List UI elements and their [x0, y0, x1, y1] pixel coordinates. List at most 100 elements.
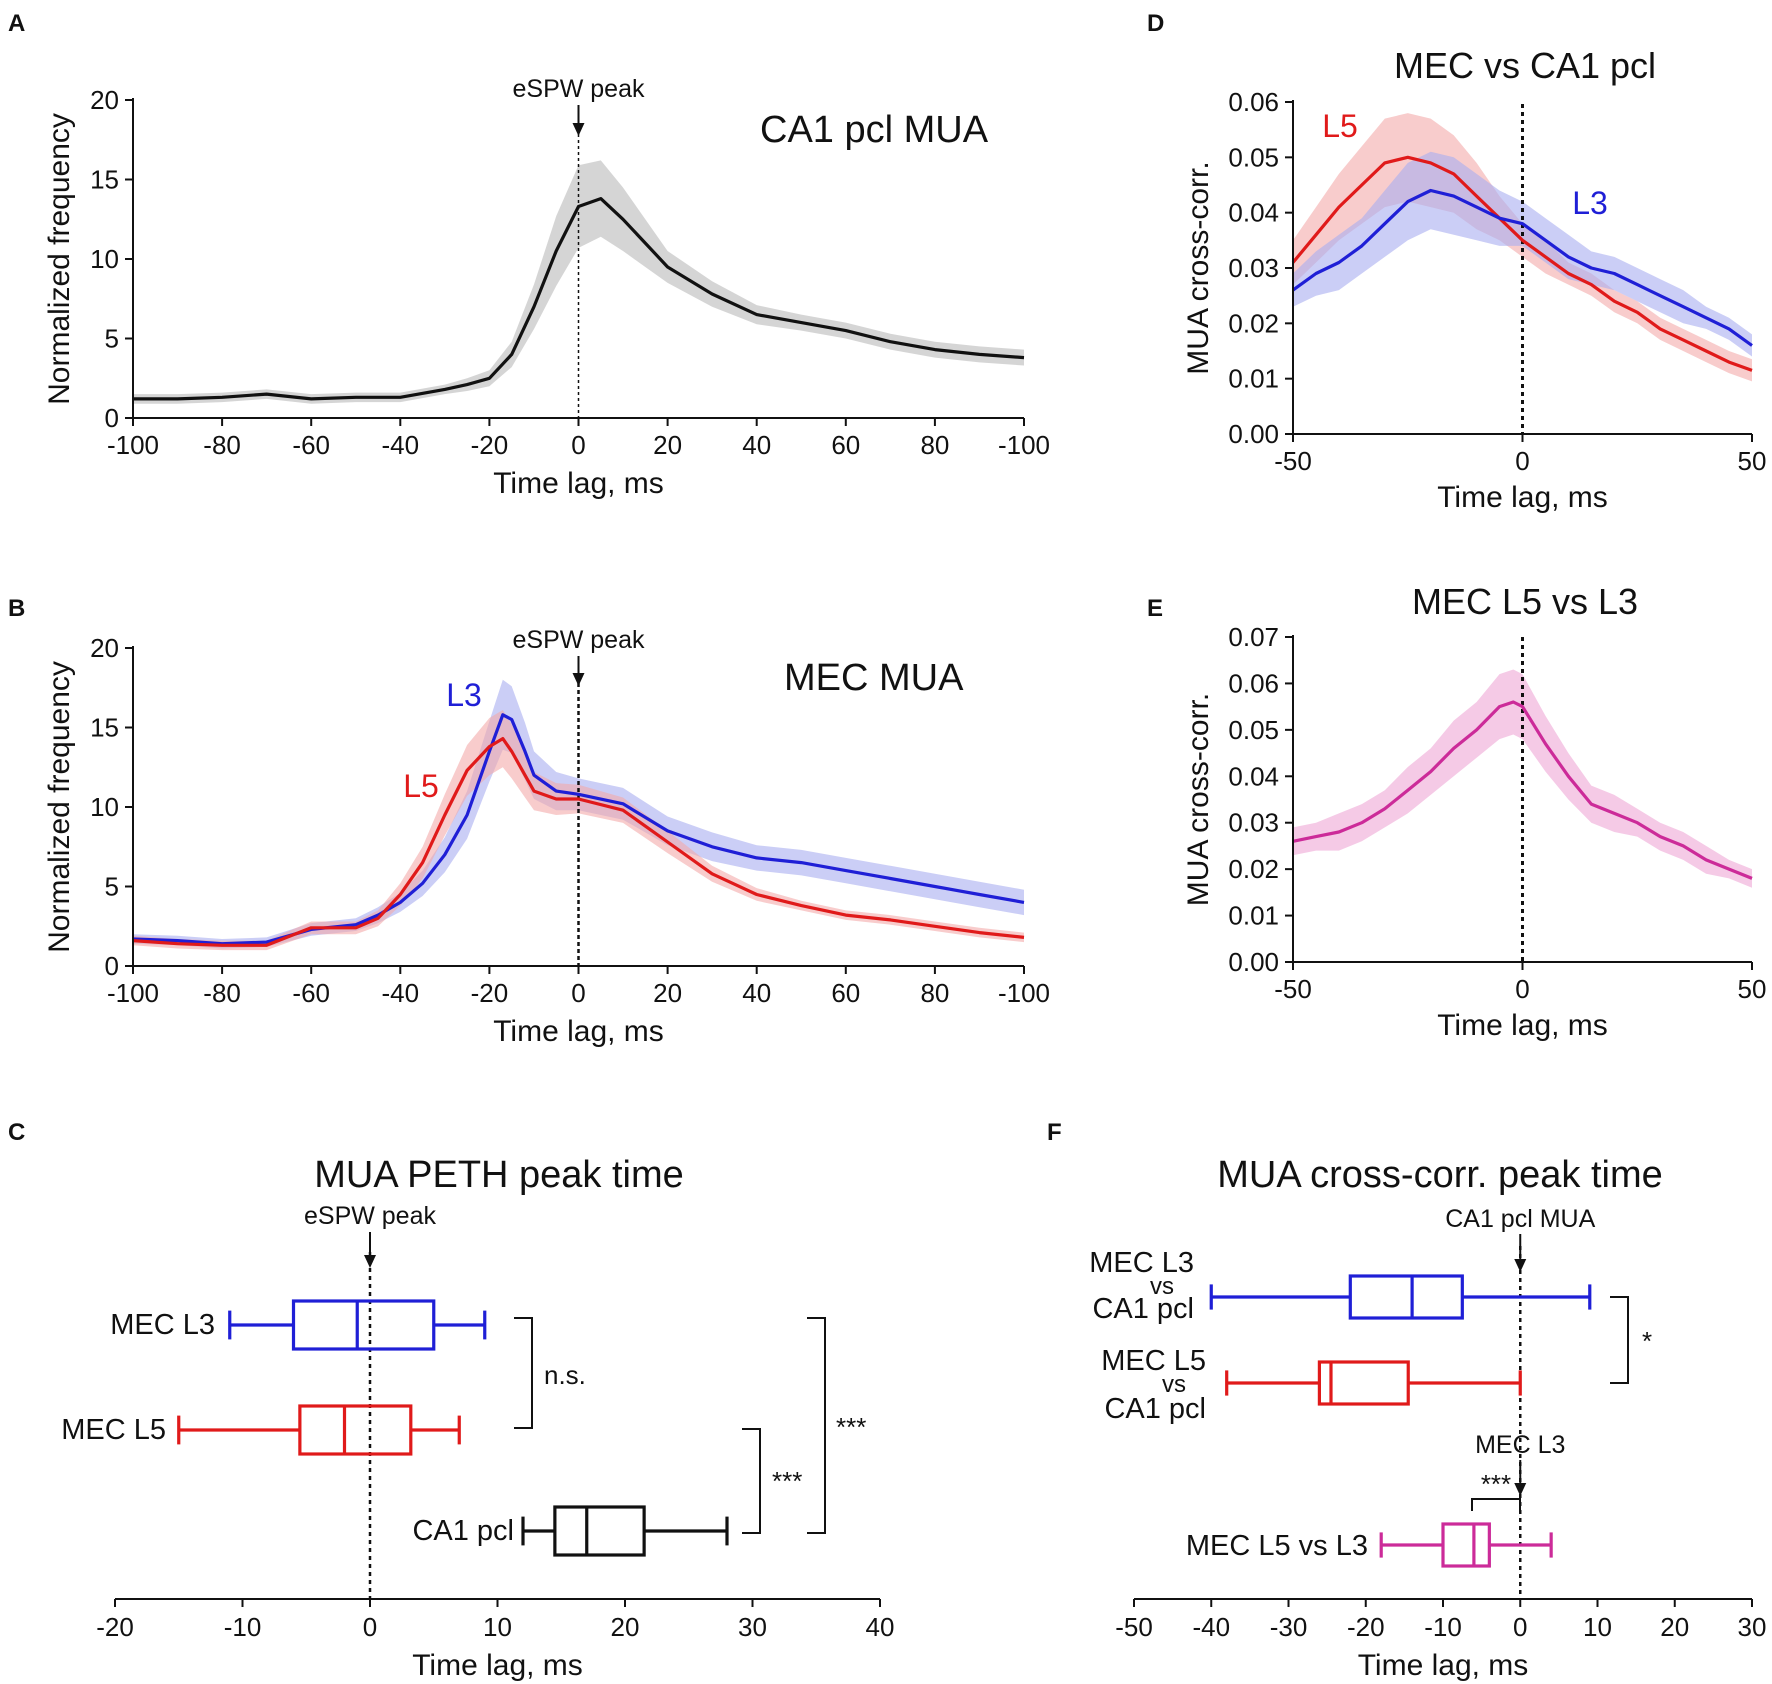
x-tick-label: -80 — [203, 978, 241, 1008]
x-tick-label: -30 — [1270, 1612, 1308, 1642]
x-tick-label: -40 — [382, 978, 420, 1008]
x-tick-label: -100 — [998, 430, 1050, 460]
x-tick-label: -60 — [292, 978, 330, 1008]
y-tick-label: 0.05 — [1228, 715, 1279, 745]
box-label: MEC L5 — [61, 1414, 166, 1446]
series-line-ca1-pcl — [133, 197, 1025, 401]
series-label-l5: L5 — [1322, 108, 1358, 144]
y-tick-label: 0.01 — [1228, 364, 1279, 394]
x-tick-label: -50 — [1274, 974, 1312, 1004]
panel-title: CA1 pcl MUA — [760, 109, 989, 151]
panel-letter: A — [8, 10, 25, 37]
box-label-line: MEC L3 — [1089, 1247, 1194, 1279]
x-tick-label: 10 — [1583, 1612, 1612, 1642]
espw-peak-label: eSPW peak — [512, 75, 645, 103]
x-tick-label: -100 — [998, 978, 1050, 1008]
x-axis-title: Time lag, ms — [493, 467, 664, 500]
significance-bracket — [807, 1317, 826, 1534]
x-tick-label: -10 — [224, 1612, 262, 1642]
x-tick-label: 0 — [571, 978, 585, 1008]
x-tick-label: -50 — [1115, 1612, 1153, 1642]
box-label-line: CA1 pcl — [1092, 1293, 1194, 1325]
x-tick-label: 0 — [363, 1612, 377, 1642]
x-tick-label: 20 — [653, 978, 682, 1008]
ca1-pcl-mua-arrow-head — [1514, 1259, 1527, 1272]
espw-peak-label: eSPW peak — [304, 1202, 437, 1230]
panel-a: A 0 5 10 15 20 -100 -80 -60 -40 -20 0 20 40 60 80 -100 Ti… — [8, 10, 1050, 500]
x-tick-label: 0 — [1515, 446, 1529, 476]
panel-d: D 0.00 0.01 0.02 0.03 0.04 0.05 0.06 -50 0 50 Time … — [1147, 10, 1766, 514]
box-label: MEC L3 — [110, 1309, 215, 1341]
x-axis-title: Time lag, ms — [1437, 481, 1608, 514]
significance-bracket — [1610, 1296, 1629, 1384]
y-tick-label: 0 — [105, 403, 119, 433]
y-tick-label: 10 — [90, 792, 119, 822]
panel-letter: C — [8, 1119, 25, 1146]
x-tick-label: -60 — [292, 430, 330, 460]
x-tick-label: 0 — [1513, 1612, 1527, 1642]
x-tick-label: 60 — [831, 430, 860, 460]
panel-f: F MUA cross-corr. peak time -50 -40 -30 -20 -1… — [1047, 1119, 1766, 1682]
series-label-l5: L5 — [403, 768, 439, 804]
y-tick-label: 0.02 — [1228, 308, 1279, 338]
x-axis-title: Time lag, ms — [412, 1649, 583, 1682]
y-tick-label: 0.03 — [1228, 253, 1279, 283]
x-tick-label: 80 — [920, 978, 949, 1008]
x-tick-label: -40 — [382, 430, 420, 460]
x-axis-title: Time lag, ms — [1437, 1009, 1608, 1042]
significance-bracket — [1471, 1498, 1521, 1511]
x-tick-label: 0 — [1515, 974, 1529, 1004]
x-tick-label: -20 — [1347, 1612, 1385, 1642]
x-tick-label: 0 — [571, 430, 585, 460]
panel-c: C MUA PETH peak time -20 -10 0 10 20 30 40 Time l… — [8, 1119, 894, 1682]
confidence-band-mec-l5-vs-l3 — [1293, 669, 1752, 888]
x-axis-title: Time lag, ms — [493, 1015, 664, 1048]
x-tick-label: 30 — [1738, 1612, 1767, 1642]
x-tick-label: 40 — [742, 978, 771, 1008]
box-iqr — [291, 1299, 436, 1351]
x-tick-label: 40 — [866, 1612, 895, 1642]
x-tick-label: -40 — [1192, 1612, 1230, 1642]
y-tick-label: 0 — [105, 951, 119, 981]
y-tick-label: 5 — [105, 324, 119, 354]
x-tick-label: 50 — [1738, 446, 1767, 476]
significance-label: n.s. — [544, 1360, 586, 1390]
y-tick-label: 0.04 — [1228, 761, 1279, 791]
panel-title: MUA cross-corr. peak time — [1217, 1154, 1663, 1196]
y-tick-label: 20 — [90, 85, 119, 115]
significance-label: * — [1642, 1326, 1652, 1356]
panel-letter: D — [1147, 10, 1164, 37]
panel-title: MEC L5 vs L3 — [1412, 581, 1638, 622]
y-tick-label: 0.00 — [1228, 947, 1279, 977]
ca1-pcl-mua-label: CA1 pcl MUA — [1445, 1205, 1595, 1233]
series-line-l3 — [1292, 188, 1753, 347]
x-tick-label: -50 — [1274, 446, 1312, 476]
espw-peak-label: eSPW peak — [512, 626, 645, 654]
x-tick-label: 20 — [1660, 1612, 1689, 1642]
box-label: MEC L5 vs L3 — [1186, 1530, 1368, 1562]
y-tick-label: 0.05 — [1228, 142, 1279, 172]
y-axis-title: MUA cross-corr. — [1182, 693, 1215, 906]
box-label-line: MEC L5 — [1101, 1345, 1206, 1377]
box-iqr — [1317, 1360, 1410, 1406]
y-tick-label: 15 — [90, 713, 119, 743]
y-tick-label: 0.07 — [1228, 622, 1279, 652]
mec-l3-label: MEC L3 — [1475, 1431, 1565, 1459]
x-tick-label: 20 — [653, 430, 682, 460]
x-tick-label: -20 — [471, 430, 509, 460]
panel-b: B 0 5 10 15 20 -100 -80 -60 -40 -20 0 20 40 60 80 -100 Ti… — [8, 595, 1050, 1048]
x-tick-label: 80 — [920, 430, 949, 460]
box-iqr — [298, 1404, 413, 1456]
y-tick-label: 5 — [105, 872, 119, 902]
series-line-l5 — [1291, 155, 1753, 372]
panel-letter: F — [1047, 1119, 1062, 1146]
series-line-mec-l5-vs-l3 — [1292, 700, 1753, 880]
series-line-l5 — [132, 736, 1025, 947]
box-label-line: CA1 pcl — [1104, 1393, 1206, 1425]
panel-title: MEC MUA — [784, 657, 964, 699]
box-iqr — [1348, 1274, 1464, 1320]
x-tick-label: 10 — [483, 1612, 512, 1642]
series-label-l3: L3 — [446, 677, 482, 713]
significance-bracket — [742, 1428, 761, 1534]
significance-label: *** — [836, 1412, 866, 1442]
